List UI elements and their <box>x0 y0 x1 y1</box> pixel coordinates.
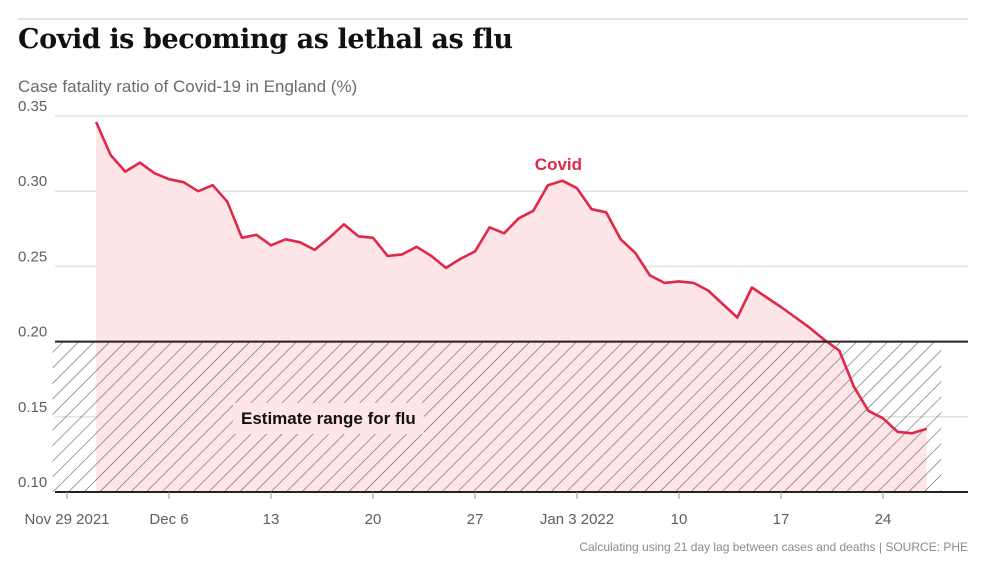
x-tick-label: 27 <box>467 511 484 528</box>
y-tick-label: 0.15 <box>18 399 47 416</box>
y-tick-label: 0.10 <box>18 474 47 491</box>
x-tick-label: Dec 6 <box>149 511 188 528</box>
y-tick-label: 0.35 <box>18 98 47 115</box>
top-rule <box>18 18 968 20</box>
covid-line <box>94 121 928 435</box>
chart-subtitle: Case fatality ratio of Covid-19 in Engla… <box>18 77 358 96</box>
flu-band-label-bg <box>233 403 424 434</box>
y-tick-label: 0.20 <box>18 324 47 341</box>
x-tick-label: Nov 29 2021 <box>24 511 109 528</box>
flu-band-label: Estimate range for flu <box>241 409 416 428</box>
x-tick-label: 13 <box>263 511 280 528</box>
y-tick-label: 0.30 <box>18 173 47 190</box>
flu-band-layer <box>52 341 942 492</box>
x-tick-label: Jan 3 2022 <box>540 511 614 528</box>
x-tick-label: 24 <box>875 511 892 528</box>
chart-title: Covid is becoming as lethal as flu <box>18 24 513 55</box>
y-tick-label: 0.25 <box>18 248 47 265</box>
x-tick-label: 10 <box>671 511 688 528</box>
labels: 0.35 0.30 0.25 0.20 0.15 0.10 Nov 29 2021 Dec 6… <box>18 98 891 528</box>
x-tick-label: 17 <box>773 511 790 528</box>
x-tick-label: 20 <box>365 511 382 528</box>
axes <box>55 340 968 499</box>
covid-line-layer <box>94 121 928 435</box>
source-footnote: Calculating using 21 day lag between cas… <box>579 540 968 554</box>
flu-range-band <box>52 341 942 492</box>
covid-series-label: Covid <box>535 155 582 174</box>
